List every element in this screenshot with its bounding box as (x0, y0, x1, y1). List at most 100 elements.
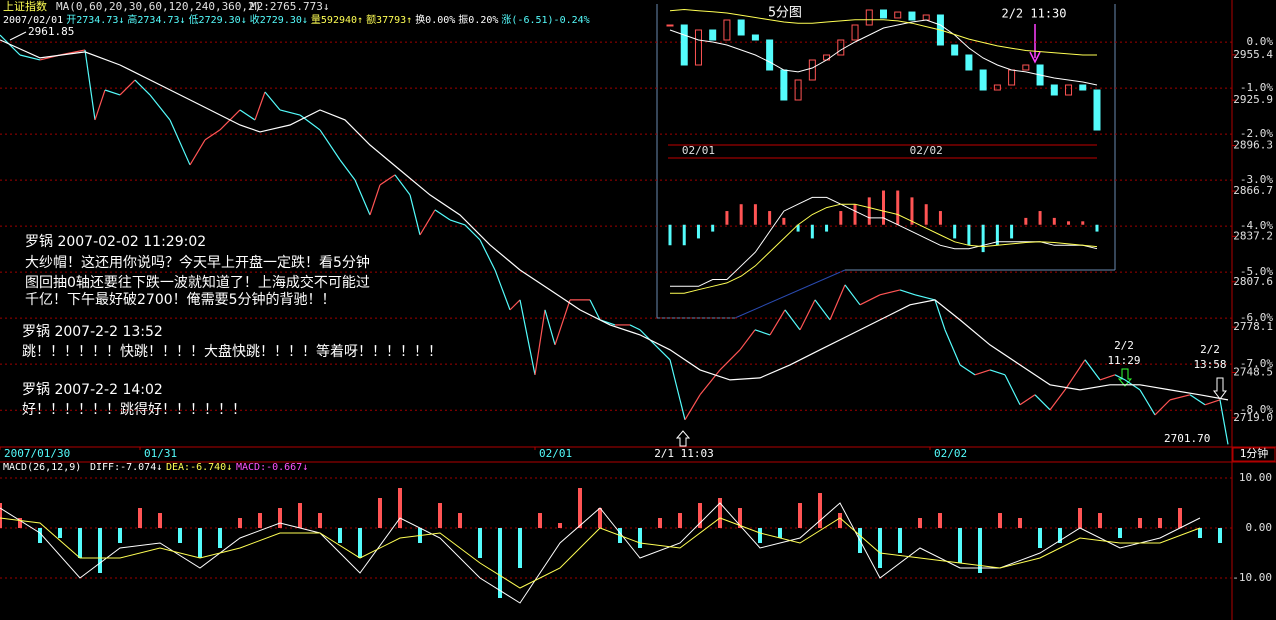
price-segment (944, 329, 961, 366)
y-tick-label: 2748.5 (1233, 366, 1273, 379)
candle (709, 29, 717, 41)
price-segment (479, 239, 496, 271)
candle (751, 34, 759, 41)
candle (993, 84, 1001, 91)
price-segment (1099, 374, 1116, 381)
arrow-down (1029, 24, 1041, 64)
macd-bar (758, 528, 762, 543)
y2-tick-label: -3.0% (1240, 173, 1273, 186)
macd-line (670, 196, 1098, 287)
price-segment (1034, 394, 1051, 411)
annotation: 2/1 11:03 (654, 447, 714, 460)
price-segment (299, 114, 321, 131)
macd-bar (1052, 217, 1056, 225)
candle (1065, 84, 1073, 96)
comment-line: 千亿！下午最好破2700！俺需要5分钟的背驰！！ (25, 291, 336, 308)
macd-bar (498, 528, 502, 598)
comment-line: 跳！！！！！！快跳！！！！大盘快跳！！！！等着呀！！！！！！ (22, 343, 442, 360)
candle (894, 11, 902, 19)
macd-bar (158, 513, 162, 528)
macd-bar (825, 224, 829, 232)
macd-bar (698, 503, 702, 528)
y-tick-label: 2925.9 (1233, 93, 1273, 106)
macd-bar (58, 528, 62, 538)
macd-bar (739, 204, 743, 225)
y-tick-label: -10.00 (1232, 571, 1272, 584)
price-segment (1019, 394, 1036, 406)
x-tick-label: 2007/01/30 (4, 447, 70, 460)
price-segment (464, 224, 481, 241)
quote-item: 振0.20% (458, 13, 498, 26)
macd-bar (958, 528, 962, 563)
price-segment (829, 284, 846, 321)
y2-tick-label: -5.0% (1240, 265, 1273, 278)
macd-bar (867, 197, 871, 225)
price-segment (149, 94, 171, 121)
period-box (1232, 447, 1276, 462)
price-segment (879, 289, 901, 296)
y-tick-label: 2837.2 (1233, 229, 1273, 242)
price-segment (1049, 389, 1066, 411)
price-segment (339, 159, 356, 181)
price-segment (554, 299, 571, 346)
price-segment (369, 184, 381, 216)
macd-bar (538, 513, 542, 528)
price-segment (684, 394, 701, 421)
macd-bar (218, 528, 222, 548)
macd-bar (995, 224, 999, 246)
price-segment (379, 174, 396, 186)
price-segment (264, 91, 281, 111)
macd-bar (978, 528, 982, 573)
price-segment (639, 329, 656, 346)
macd-bar (898, 528, 902, 553)
annotation: 13:58 (1193, 358, 1226, 371)
macd-bar (878, 528, 882, 568)
price-segment (1204, 399, 1221, 406)
macd-bar (1038, 528, 1042, 548)
macd-bar (798, 503, 802, 528)
macd-bar (853, 204, 857, 225)
annotation: 2961.85 (28, 25, 74, 38)
inset-x-label: 02/01 (682, 144, 715, 157)
y-tick-label: 0.00 (1246, 521, 1273, 534)
macd-bar (768, 211, 772, 225)
annotation: 11:29 (1107, 354, 1140, 367)
annotation: 2/2 (1114, 339, 1134, 352)
inset-annotation: 2/2 11:30 (1001, 7, 1066, 21)
y-tick-label: 2778.1 (1233, 320, 1273, 333)
price-segment (279, 109, 301, 116)
macd-bar (1118, 528, 1122, 538)
y-tick-label: 2807.6 (1233, 275, 1273, 288)
macd-bar (118, 528, 122, 543)
price-segment (494, 269, 511, 311)
x-tick-label: 02/01 (539, 447, 572, 460)
macd-bar (918, 518, 922, 528)
macd-bar (1038, 211, 1042, 225)
ma-params: MA(0,60,20,30,60,120,240,360,2) (56, 0, 261, 13)
price-segment (589, 299, 601, 321)
price-segment (534, 309, 546, 375)
macd-bar (518, 528, 522, 568)
candle (979, 69, 987, 91)
macd-bar (578, 488, 582, 528)
macd-bar (1078, 508, 1082, 528)
annotation: 2701.70 (1164, 432, 1210, 445)
candle (837, 39, 845, 56)
price-segment (19, 54, 41, 61)
price-segment (239, 109, 256, 121)
macd-bar (178, 528, 182, 543)
comment-header: 罗锅 2007-02-02 11:29:02 (25, 234, 206, 250)
price-segment (134, 79, 151, 96)
ma-line (0, 39, 1229, 401)
y-tick-label: 2896.3 (1233, 139, 1273, 152)
price-segment (354, 179, 371, 216)
macd-bar (98, 528, 102, 573)
price-segment (1114, 374, 1126, 381)
macd-title: MACD(26,12,9) (3, 462, 81, 473)
quote-item: 量592940↑ (311, 14, 363, 26)
inset-title: 5分图 (768, 6, 802, 21)
price-segment (84, 49, 96, 121)
m2-value: M2:2765.773↓ (250, 0, 329, 13)
y2-tick-label: -6.0% (1240, 311, 1273, 324)
